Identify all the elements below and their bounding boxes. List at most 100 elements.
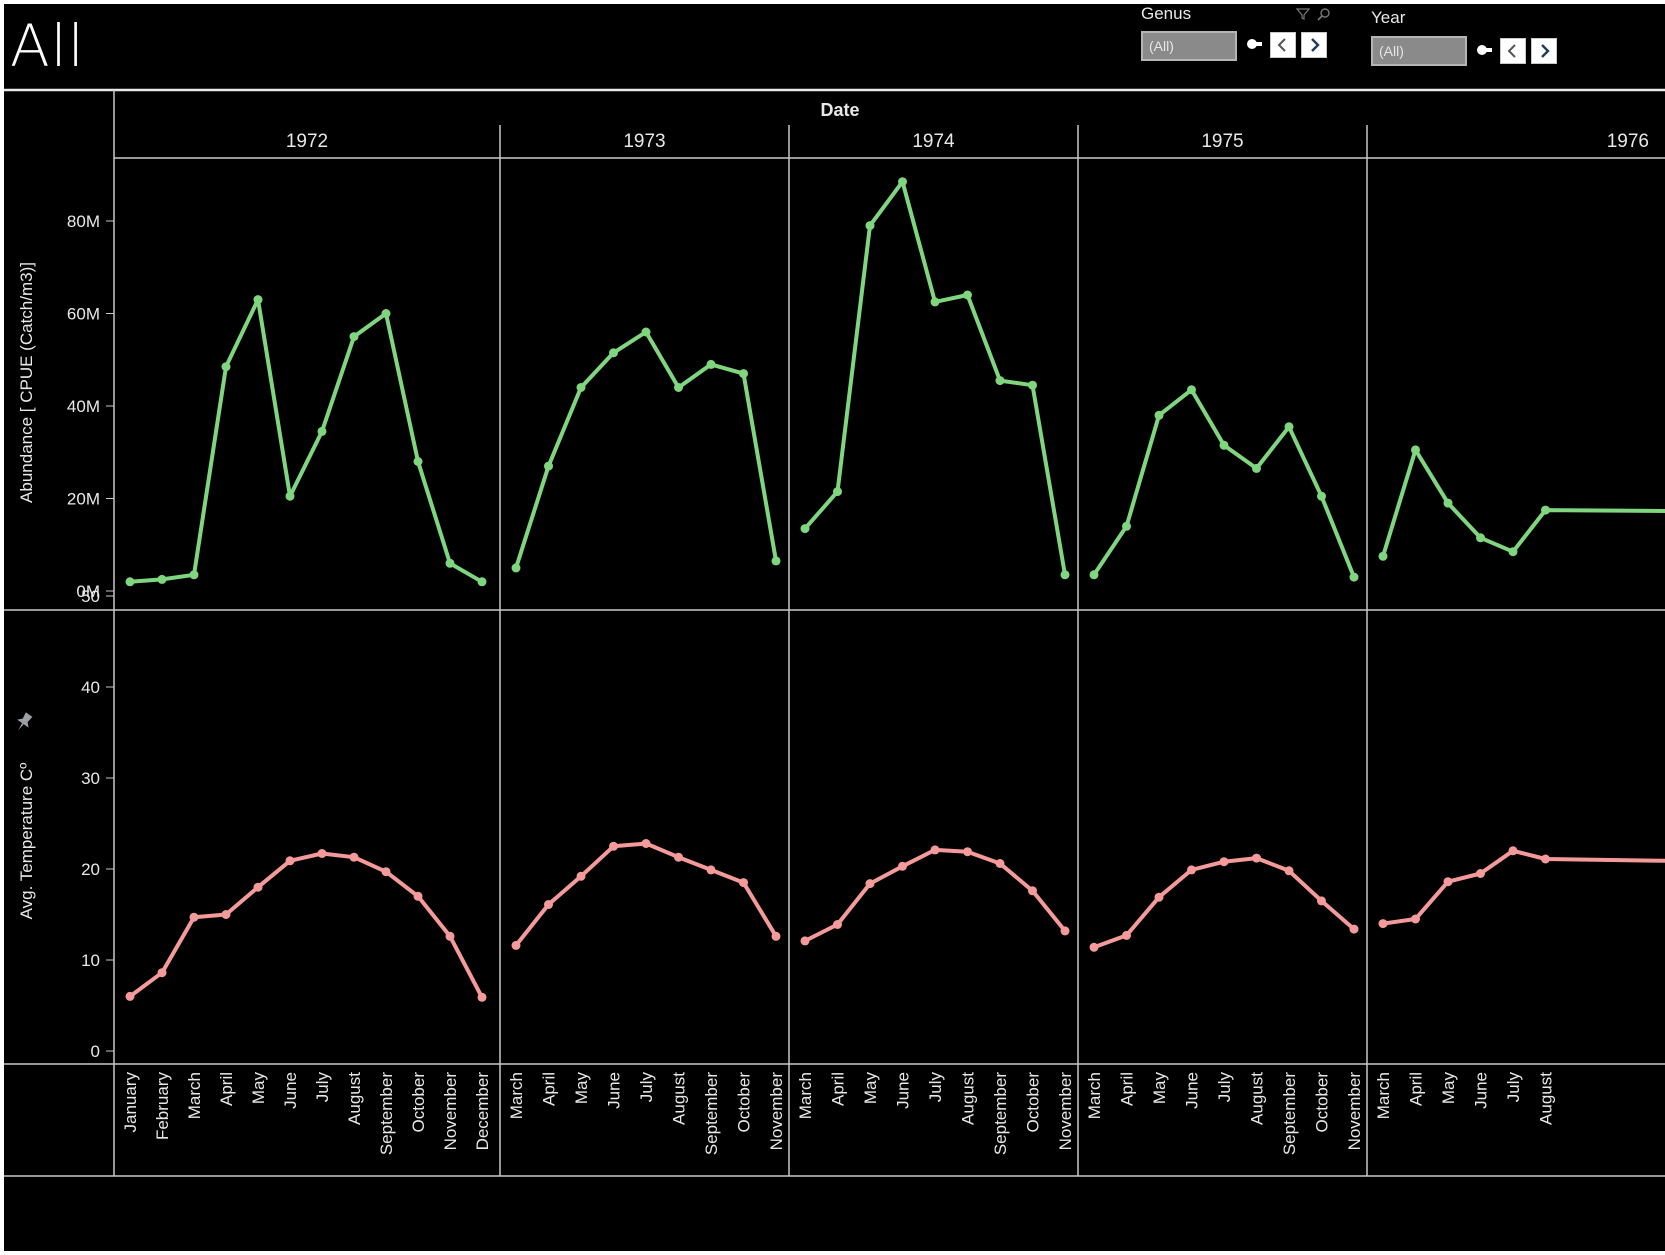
year-slider-icon[interactable] [1475,44,1493,56]
filter-icon[interactable] [1296,7,1310,21]
abundance-point [641,327,651,337]
abundance-point [865,221,875,231]
temperature-point [1219,857,1229,867]
genus-slider-icon[interactable] [1245,38,1263,50]
search-icon[interactable] [1317,7,1331,21]
abundance-point [189,570,199,580]
temperature-line-1972 [128,851,484,999]
abundance-point [1508,547,1518,557]
temperature-point [1443,877,1453,887]
temperature-point [349,852,359,862]
abundance-point [1317,491,1326,501]
month-tick-label: April [217,1072,236,1106]
month-tick-label: March [1085,1072,1104,1119]
year-header-1976: 1976 [1607,131,1649,152]
abundance-point [1122,521,1131,531]
temperature-point [865,879,875,889]
month-tick-label: March [507,1072,526,1119]
temperature-point [189,912,199,922]
year-header-1975: 1975 [1201,131,1243,152]
abundance-y-tick-label: 60M [67,305,100,324]
month-tick-label: July [637,1072,656,1103]
temperature-y-tick-label: 30 [81,769,100,788]
abundance-point [1060,570,1070,580]
abundance-point [1284,422,1294,432]
month-tick-label: May [1439,1072,1458,1105]
temperature-point [125,991,135,1001]
abundance-point [413,457,423,466]
abundance-point [771,556,781,566]
temperature-point [1508,846,1518,856]
temperature-point [1378,919,1388,929]
abundance-point [674,383,683,392]
month-tick-label: August [670,1072,689,1125]
temperature-point [1154,892,1164,902]
abundance-y-tick-label: 40M [67,397,100,416]
abundance-point [221,362,231,372]
month-tick-label: July [1215,1072,1234,1103]
abundance-point [576,383,586,392]
temperature-point [1317,896,1326,906]
month-tick-label: January [121,1072,140,1133]
month-tick-label: August [1248,1072,1267,1125]
temperature-point [1284,866,1294,876]
month-tick-label: November [441,1072,460,1151]
chevron-right-icon [1541,44,1550,58]
abundance-point [1443,498,1453,508]
temperature-point [1411,914,1420,924]
abundance-point [1089,570,1099,580]
chevron-left-icon [1277,38,1286,52]
genus-prev-button[interactable] [1270,32,1296,58]
abundance-point [349,332,359,342]
temperature-point [285,856,295,866]
month-tick-label: September [702,1072,721,1155]
month-tick-label: September [991,1072,1010,1155]
month-tick-label: June [605,1072,624,1109]
abundance-line-1974 [803,179,1067,576]
abundance-point [739,369,748,379]
temperature-axis-title: Avg. Temperature Cº [17,763,36,920]
temperature-point [1541,854,1550,864]
temperature-point [445,931,455,941]
month-tick-label: October [409,1072,428,1133]
temperature-point [576,871,586,881]
abundance-point [609,348,618,358]
temperature-y-tick-label: 40 [81,678,100,697]
month-tick-label: April [829,1072,848,1106]
month-tick-label: October [735,1072,754,1133]
temperature-point [1122,930,1131,940]
month-tick-label: October [1024,1072,1043,1133]
temperature-line-1974 [804,847,1067,943]
abundance-point [157,574,167,584]
year-prev-button[interactable] [1500,38,1526,64]
month-tick-label: May [1150,1072,1169,1105]
abundance-line-1976 [1381,447,1665,557]
abundance-point [930,297,940,307]
abundance-point [1476,533,1485,543]
temperature-point [963,847,972,857]
temperature-point [413,891,423,901]
temperature-point [253,882,263,892]
genus-next-button[interactable] [1301,32,1327,58]
abundance-point [706,359,716,369]
month-tick-label: July [926,1072,945,1103]
abundance-point [1252,463,1261,473]
page-title: All [10,12,85,80]
month-tick-label: August [345,1072,364,1125]
temperature-point [641,839,651,848]
temperature-point [1028,886,1037,896]
temperature-point [1187,865,1196,875]
temperature-point [930,845,940,855]
year-dropdown[interactable]: (All) [1371,36,1467,66]
abundance-y-tick-label: 20M [67,490,100,509]
year-next-button[interactable] [1531,38,1557,64]
abundance-point [1154,410,1164,420]
date-column-header: Date [820,100,859,120]
month-tick-label: May [861,1072,880,1105]
month-tick-label: June [281,1072,300,1109]
abundance-point [445,558,455,568]
temperature-point [221,910,231,919]
temperature-point [1089,942,1099,952]
abundance-point [1028,380,1037,390]
genus-dropdown[interactable]: (All) [1141,31,1237,61]
